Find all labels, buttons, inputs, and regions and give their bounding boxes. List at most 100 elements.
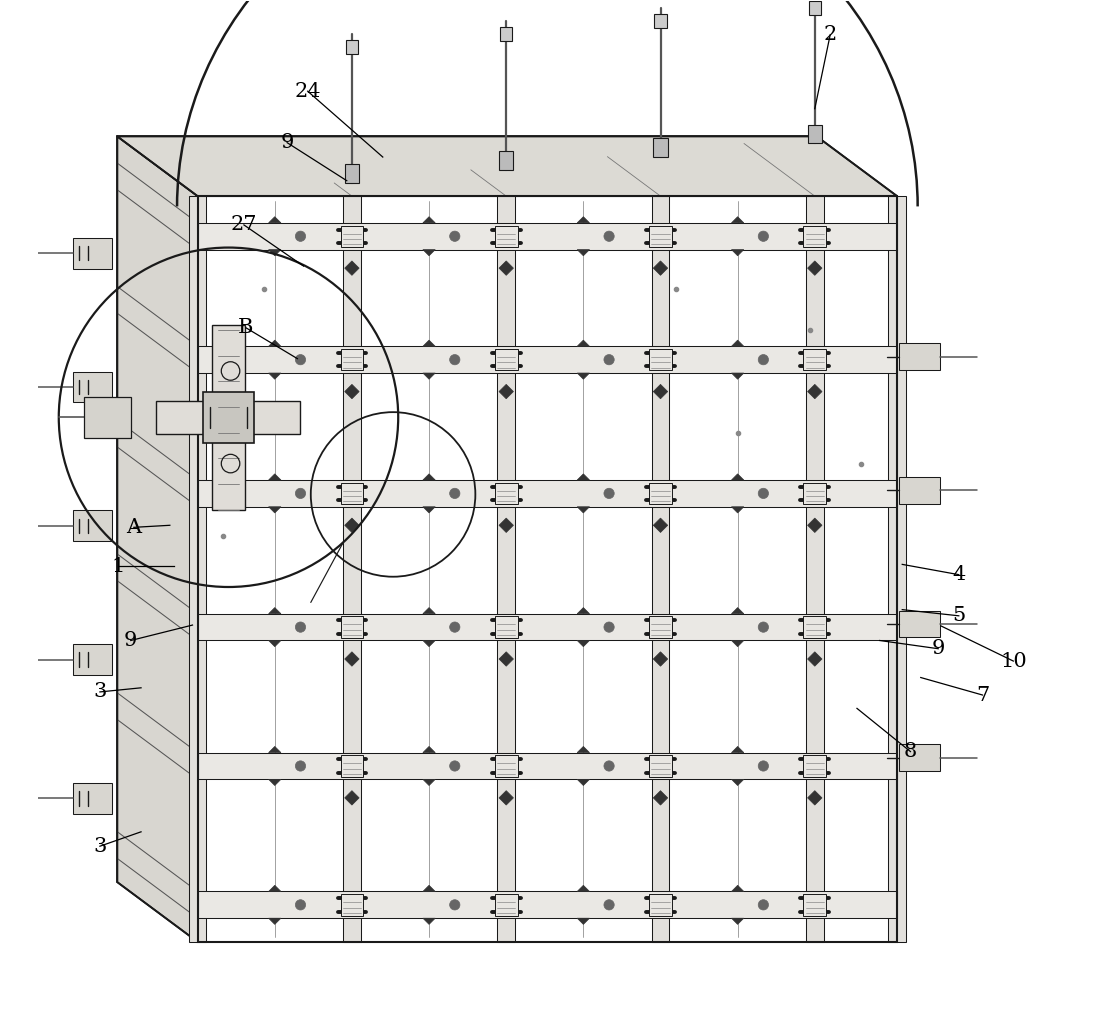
Polygon shape [808,384,822,399]
Polygon shape [269,608,281,614]
Circle shape [604,231,614,241]
Bar [803,616,827,638]
Polygon shape [423,886,435,892]
Polygon shape [732,886,744,892]
Polygon shape [345,791,359,805]
Circle shape [450,899,460,909]
Polygon shape [577,641,590,647]
Text: 24: 24 [294,81,320,101]
Polygon shape [808,261,822,275]
Bar [73,783,113,814]
Polygon shape [345,652,359,666]
Bar [803,755,827,777]
Circle shape [758,761,768,771]
Bar [899,745,940,771]
Bar [803,226,827,247]
Bar [650,483,672,504]
Bar [495,483,517,504]
Bar [495,616,517,638]
Polygon shape [269,507,281,513]
Text: A: A [126,518,141,537]
Text: 5: 5 [953,607,966,625]
Bar [497,196,515,941]
Polygon shape [732,918,744,924]
Bar [495,349,517,371]
Polygon shape [423,747,435,753]
Text: 3: 3 [93,683,106,701]
Polygon shape [732,474,744,480]
Polygon shape [732,373,744,379]
Circle shape [604,488,614,499]
Polygon shape [423,474,435,480]
Polygon shape [423,507,435,513]
Text: 9: 9 [932,640,945,658]
Polygon shape [499,652,514,666]
Polygon shape [653,261,667,275]
Polygon shape [269,216,281,222]
Polygon shape [345,261,359,275]
Text: 9: 9 [124,631,137,650]
Bar [650,349,672,371]
Bar [809,0,821,14]
Bar [73,238,113,269]
Polygon shape [499,384,514,399]
Polygon shape [808,791,822,805]
Bar [198,222,897,249]
Circle shape [295,354,306,365]
Circle shape [604,354,614,365]
Bar [650,894,672,916]
Text: 3: 3 [93,836,106,856]
Polygon shape [577,249,590,255]
Polygon shape [269,249,281,255]
Polygon shape [269,641,281,647]
Bar [198,346,897,373]
Circle shape [450,761,460,771]
Bar [650,226,672,247]
Polygon shape [269,474,281,480]
Text: 4: 4 [953,565,966,584]
Text: 8: 8 [904,742,917,761]
Bar [899,611,940,638]
Polygon shape [499,518,514,533]
Polygon shape [423,373,435,379]
Bar [803,349,827,371]
Text: 7: 7 [976,686,989,705]
Circle shape [450,231,460,241]
Circle shape [604,899,614,909]
Bar [501,27,513,41]
Polygon shape [423,340,435,346]
Polygon shape [269,886,281,892]
Bar [73,511,113,541]
Bar [499,151,514,170]
Bar [340,616,364,638]
Polygon shape [117,136,897,196]
Polygon shape [577,474,590,480]
Bar [808,125,822,143]
Bar [654,13,666,28]
Polygon shape [732,340,744,346]
Polygon shape [423,249,435,255]
Circle shape [758,231,768,241]
Polygon shape [423,216,435,222]
Circle shape [758,354,768,365]
Polygon shape [653,791,667,805]
Polygon shape [653,384,667,399]
Text: 1: 1 [112,557,125,576]
Circle shape [295,899,306,909]
Polygon shape [732,507,744,513]
Polygon shape [269,373,281,379]
Text: 9: 9 [281,133,294,152]
Text: B: B [239,318,254,337]
Polygon shape [117,136,198,941]
Polygon shape [732,747,744,753]
Bar [198,614,897,641]
Polygon shape [577,886,590,892]
Bar [198,892,897,918]
Bar [652,196,670,941]
Bar [198,196,897,941]
Bar [653,138,667,157]
Bar [346,40,358,55]
Polygon shape [269,340,281,346]
Text: 27: 27 [231,215,257,235]
Polygon shape [423,918,435,924]
